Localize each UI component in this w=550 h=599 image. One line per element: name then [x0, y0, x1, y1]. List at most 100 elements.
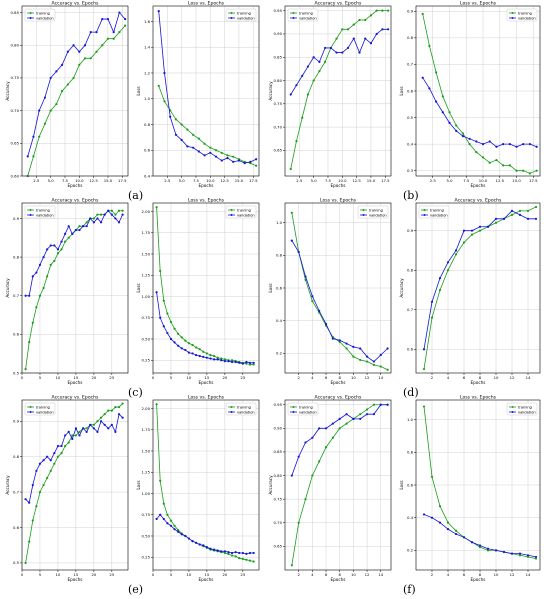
data-point-training [311, 474, 314, 477]
x-tick-label: 2.5 [430, 178, 437, 183]
x-tick-label: 12.5 [352, 178, 361, 183]
data-point-validation [78, 434, 81, 437]
y-tick-label: 1.0 [276, 220, 283, 225]
data-point-validation [462, 229, 466, 232]
data-point-validation [301, 74, 304, 77]
data-point-validation [329, 46, 332, 50]
data-point-training [528, 172, 532, 175]
x-tick-label: 12.5 [89, 178, 98, 183]
x-tick-label: 15 [204, 375, 209, 380]
data-point-validation [510, 552, 514, 555]
data-point-validation [232, 160, 235, 163]
x-tick-label: 14 [378, 375, 383, 380]
data-point-training [92, 423, 95, 426]
data-point-training [31, 321, 34, 324]
x-tick-label: 10.0 [338, 178, 347, 183]
y-tick-label: 0.85 [11, 10, 20, 15]
data-point-training [89, 57, 92, 60]
x-axis-label: Epochs [67, 183, 82, 188]
data-point-validation [81, 427, 85, 430]
data-point-validation [169, 337, 173, 341]
y-tick-label: 1.25 [142, 273, 151, 278]
x-tick-label: 6 [325, 572, 328, 577]
data-point-validation [209, 547, 212, 550]
data-point-validation [528, 143, 532, 146]
data-point-training [166, 513, 169, 516]
data-point-training [526, 209, 530, 213]
data-point-validation [454, 532, 458, 536]
legend-swatch-marker [292, 411, 295, 413]
data-point-validation [318, 60, 321, 63]
data-point-validation [117, 413, 121, 416]
data-point-training [110, 209, 113, 212]
data-point-training [56, 252, 60, 255]
data-point-validation [358, 51, 361, 54]
x-tick-label: 10 [187, 375, 192, 380]
data-point-training [216, 356, 219, 359]
panel-label-e: (e) [128, 583, 144, 596]
chart-title: Accuracy vs. Epochs [52, 395, 100, 401]
data-point-training [478, 546, 482, 549]
data-point-training [159, 269, 162, 273]
data-point-training [232, 155, 235, 158]
data-point-training [421, 12, 424, 16]
legend-label: validation [299, 16, 317, 20]
data-point-training [46, 275, 49, 278]
data-point-training [223, 551, 226, 555]
data-point-training [365, 360, 369, 363]
data-point-validation [223, 360, 226, 363]
data-point-validation [202, 544, 205, 547]
data-point-validation [197, 150, 200, 153]
data-point-validation [379, 403, 382, 406]
data-point-training [312, 79, 315, 82]
data-point-training [372, 363, 376, 366]
x-tick-label: 12 [365, 572, 370, 577]
data-point-validation [455, 129, 458, 132]
data-point-validation [227, 360, 230, 363]
x-tick-label: 8 [479, 375, 482, 380]
data-point-training [301, 116, 304, 119]
x-tick-label: 15.0 [235, 178, 244, 183]
legend-label: validation [237, 16, 255, 20]
subplot-5: Accuracy vs. Epochs 0 5 10 15 20 25 0.5 0.6 0.7 0.… [5, 198, 129, 385]
legend-label: training [237, 405, 251, 409]
x-tick-label: 5.0 [48, 178, 55, 183]
y-tick-label: 1.00 [142, 294, 151, 299]
data-point-training [112, 37, 115, 40]
data-point-training [468, 143, 471, 146]
y-tick-label: 1.75 [142, 427, 151, 432]
chart-title: Accuracy vs. Epochs [455, 198, 503, 204]
y-tick-label: 0.60 [11, 173, 20, 178]
data-point-validation [238, 361, 241, 364]
data-point-validation [174, 133, 178, 136]
y-tick-label: 0.25 [142, 555, 151, 560]
data-point-training [358, 18, 361, 22]
data-point-validation [488, 140, 491, 143]
data-point-training [306, 93, 310, 96]
data-point-training [110, 409, 113, 412]
series-line-validation [156, 514, 254, 555]
data-point-validation [252, 361, 255, 364]
plot-frame [152, 399, 260, 571]
data-point-validation [502, 550, 506, 554]
legend-label: training [237, 208, 251, 212]
plot-frame [415, 202, 541, 374]
data-point-validation [166, 331, 169, 335]
y-tick-label: 2.00 [142, 406, 151, 411]
data-point-training [365, 408, 369, 411]
legend-label: training [518, 11, 532, 15]
data-point-validation [462, 536, 466, 539]
data-point-training [177, 528, 180, 532]
data-point-validation [74, 228, 77, 232]
data-point-validation [159, 316, 162, 319]
data-point-training [49, 469, 52, 472]
data-point-training [99, 213, 103, 216]
chart-title: Accuracy vs. Epochs [52, 1, 100, 7]
data-point-training [364, 18, 367, 22]
y-tick-label: 1.4 [144, 45, 151, 50]
data-point-training [245, 362, 248, 365]
data-point-training [32, 155, 35, 158]
